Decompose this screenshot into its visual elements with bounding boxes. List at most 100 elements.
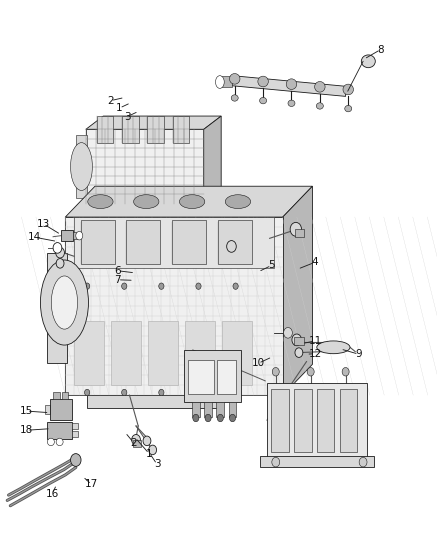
Bar	[294, 337, 304, 345]
Bar	[173, 116, 189, 143]
Bar	[76, 135, 87, 198]
Ellipse shape	[316, 103, 323, 109]
Ellipse shape	[284, 327, 292, 338]
Text: 15: 15	[20, 406, 34, 416]
Text: 12: 12	[308, 349, 321, 359]
Ellipse shape	[56, 259, 64, 268]
Polygon shape	[65, 186, 312, 217]
Bar	[185, 321, 215, 384]
Bar	[229, 402, 237, 417]
Ellipse shape	[233, 389, 238, 395]
Bar	[46, 422, 72, 439]
Ellipse shape	[286, 79, 297, 90]
Ellipse shape	[258, 76, 268, 87]
Ellipse shape	[230, 414, 236, 422]
Text: 11: 11	[308, 336, 321, 346]
Bar	[72, 423, 78, 429]
Ellipse shape	[230, 74, 240, 84]
Bar	[220, 76, 232, 87]
Ellipse shape	[143, 436, 151, 446]
Bar	[187, 360, 214, 394]
Bar	[127, 220, 160, 264]
Bar	[72, 431, 78, 437]
Ellipse shape	[196, 389, 201, 395]
Polygon shape	[86, 130, 204, 204]
Ellipse shape	[85, 283, 90, 289]
Ellipse shape	[132, 434, 141, 445]
Bar	[148, 321, 178, 384]
Ellipse shape	[159, 389, 164, 395]
Ellipse shape	[196, 283, 201, 289]
Ellipse shape	[193, 414, 199, 422]
Ellipse shape	[215, 76, 224, 88]
Ellipse shape	[314, 82, 325, 92]
Ellipse shape	[159, 283, 164, 289]
Text: 14: 14	[28, 232, 41, 243]
Ellipse shape	[122, 283, 127, 289]
Bar	[317, 389, 334, 451]
Bar	[217, 360, 237, 394]
Text: 2: 2	[131, 438, 137, 448]
Bar	[267, 383, 367, 457]
Bar	[218, 220, 252, 264]
Bar	[122, 116, 139, 143]
Bar	[216, 402, 224, 417]
Ellipse shape	[231, 95, 238, 101]
Ellipse shape	[85, 389, 90, 395]
Polygon shape	[204, 116, 221, 204]
Bar	[97, 116, 113, 143]
Bar	[47, 253, 67, 363]
Text: 10: 10	[252, 358, 265, 368]
Bar	[108, 215, 122, 225]
Ellipse shape	[343, 84, 353, 95]
Ellipse shape	[88, 195, 113, 208]
Ellipse shape	[76, 231, 83, 240]
Bar	[204, 402, 212, 417]
Ellipse shape	[361, 55, 375, 68]
Ellipse shape	[290, 222, 301, 236]
Ellipse shape	[53, 243, 62, 253]
Ellipse shape	[134, 195, 159, 208]
Bar	[45, 405, 50, 414]
Ellipse shape	[225, 195, 251, 208]
Text: 9: 9	[355, 349, 362, 359]
Bar	[138, 192, 158, 204]
Polygon shape	[283, 186, 312, 395]
Ellipse shape	[272, 368, 279, 376]
Ellipse shape	[180, 195, 205, 208]
Ellipse shape	[342, 368, 349, 376]
Text: 3: 3	[124, 111, 131, 122]
Bar	[62, 392, 68, 399]
Polygon shape	[86, 116, 221, 130]
Ellipse shape	[47, 438, 54, 446]
Bar	[81, 220, 115, 264]
Polygon shape	[87, 395, 218, 408]
Bar	[53, 392, 60, 399]
Bar	[339, 389, 357, 451]
Text: 18: 18	[20, 425, 34, 435]
Bar	[73, 232, 78, 239]
Ellipse shape	[217, 414, 223, 422]
Text: 7: 7	[114, 275, 121, 285]
Ellipse shape	[40, 260, 88, 345]
Ellipse shape	[205, 414, 211, 422]
Text: 5: 5	[268, 261, 275, 270]
Ellipse shape	[260, 98, 267, 104]
Bar	[295, 229, 304, 237]
Bar	[49, 399, 72, 419]
Ellipse shape	[56, 438, 63, 446]
Ellipse shape	[292, 334, 301, 346]
Bar	[272, 389, 289, 451]
Bar	[294, 389, 311, 451]
Ellipse shape	[288, 100, 295, 107]
Bar	[111, 321, 141, 384]
Bar	[74, 217, 274, 268]
Ellipse shape	[122, 389, 127, 395]
Text: 3: 3	[154, 459, 160, 469]
Polygon shape	[65, 217, 283, 395]
Ellipse shape	[71, 143, 92, 190]
Text: 1: 1	[146, 449, 152, 458]
Bar	[61, 230, 73, 241]
Ellipse shape	[56, 247, 64, 258]
Ellipse shape	[227, 240, 236, 252]
